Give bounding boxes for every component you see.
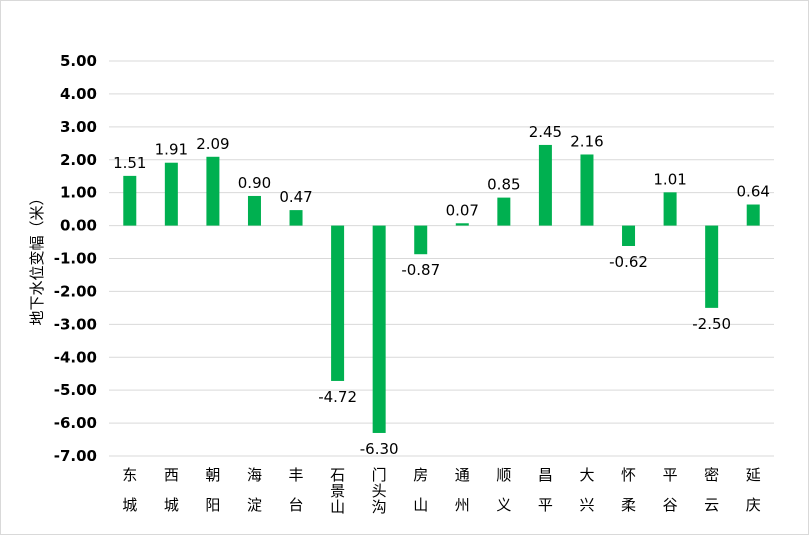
- data-label: -4.72: [318, 388, 357, 406]
- bar-11: [580, 154, 594, 226]
- bar-14: [705, 225, 719, 308]
- bar-4: [289, 210, 303, 226]
- data-label: -6.30: [360, 440, 399, 458]
- y-tick-label: -7.00: [54, 447, 97, 465]
- data-label: 2.45: [529, 123, 562, 141]
- bar-9: [497, 197, 511, 226]
- data-label: 0.64: [737, 183, 770, 201]
- x-category-label: 海淀: [247, 466, 262, 514]
- x-category-label: 房山: [413, 466, 428, 514]
- x-category-label: 大兴: [579, 466, 594, 514]
- x-category-label: 门头沟: [372, 466, 387, 516]
- gridlines: [109, 60, 774, 457]
- bar-5: [331, 225, 345, 381]
- x-category-label: 东城: [122, 466, 137, 514]
- y-tick-label: -5.00: [54, 381, 97, 399]
- data-label: -0.62: [609, 253, 648, 271]
- x-category-label: 昌平: [538, 466, 553, 514]
- x-category-label: 顺义: [496, 466, 511, 514]
- bar-13: [663, 192, 677, 226]
- bar-15: [746, 204, 760, 226]
- data-label: 0.47: [279, 188, 312, 206]
- bar-0: [123, 175, 137, 226]
- y-tick-label: -6.00: [54, 414, 97, 432]
- data-label: 2.16: [570, 132, 603, 150]
- data-label: 2.09: [196, 135, 229, 153]
- x-category-label: 石景山: [330, 466, 345, 516]
- y-tick-label: 5.00: [60, 52, 97, 70]
- data-label: 0.90: [238, 174, 271, 192]
- data-label: 1.01: [653, 170, 686, 188]
- data-label: 1.91: [155, 141, 188, 159]
- y-tick-label: -2.00: [54, 282, 97, 300]
- data-label: -0.87: [401, 261, 440, 279]
- x-category-label: 平谷: [663, 466, 678, 514]
- bar-8: [455, 223, 469, 226]
- bars: [123, 144, 760, 433]
- bar-12: [622, 225, 636, 246]
- x-category-label: 丰台: [289, 466, 304, 514]
- y-tick-label: -4.00: [54, 348, 97, 366]
- x-category-label: 延庆: [746, 466, 761, 514]
- y-tick-label: -1.00: [54, 250, 97, 268]
- data-labels: 1.51 1.91 2.09 0.90 0.47 -4.72 -6.30 -0.87 0.07 0…: [113, 123, 770, 458]
- y-axis-ticks: 5.00 4.00 3.00 2.00 1.00 0.00 -1.00 -2.00 -3.00 -…: [54, 52, 97, 465]
- y-tick-label: 4.00: [60, 85, 97, 103]
- bar-3: [247, 195, 261, 226]
- x-category-label: 西城: [164, 466, 179, 514]
- x-category-label: 通州: [455, 466, 470, 514]
- y-tick-label: 0.00: [60, 217, 97, 235]
- x-category-label: 怀柔: [621, 466, 636, 514]
- bar-6: [372, 225, 386, 433]
- bar-7: [414, 225, 428, 255]
- data-label: 0.07: [446, 201, 479, 219]
- y-tick-label: -3.00: [54, 315, 97, 333]
- x-category-label: 密云: [704, 466, 719, 514]
- y-tick-label: 3.00: [60, 118, 97, 136]
- bar-10: [538, 144, 552, 226]
- data-label: -2.50: [692, 315, 731, 333]
- x-category-label: 朝阳: [205, 466, 220, 514]
- y-tick-label: 2.00: [60, 151, 97, 169]
- bar-2: [206, 156, 220, 226]
- bar-1: [164, 162, 178, 226]
- data-label: 0.85: [487, 176, 520, 194]
- y-axis-title: 地下水位变幅（米）: [28, 190, 46, 325]
- y-tick-label: 1.00: [60, 184, 97, 202]
- data-label: 1.51: [113, 154, 146, 172]
